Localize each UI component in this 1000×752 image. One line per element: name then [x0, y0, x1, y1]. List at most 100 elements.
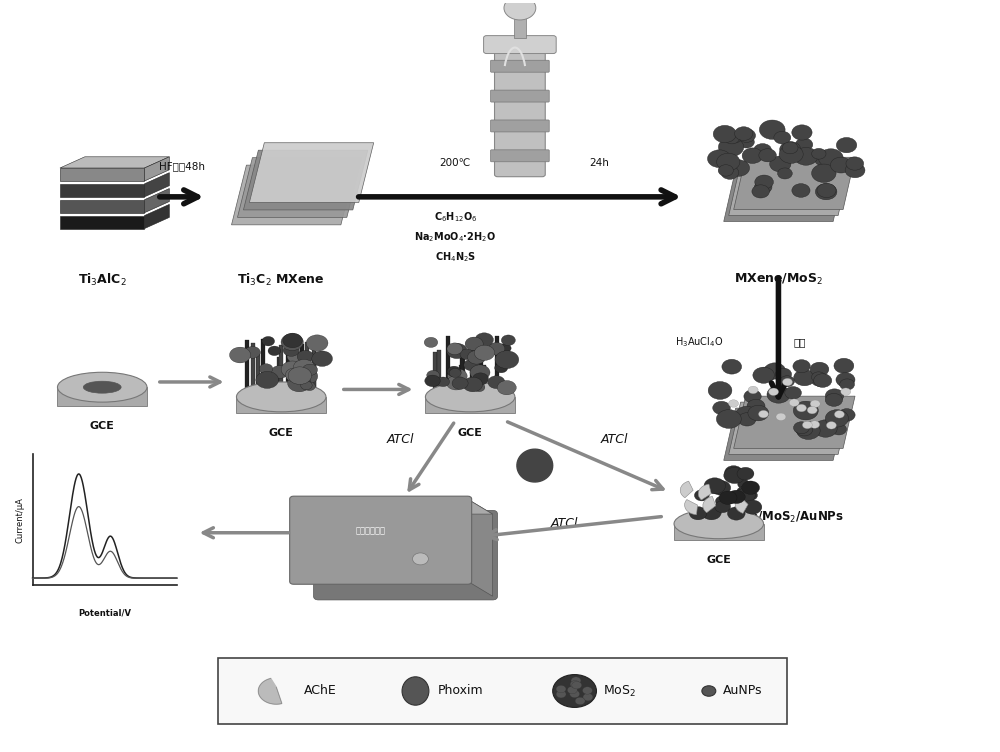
- Circle shape: [452, 378, 468, 390]
- Circle shape: [815, 183, 837, 200]
- Circle shape: [702, 505, 721, 520]
- Circle shape: [427, 371, 440, 380]
- Circle shape: [728, 159, 750, 176]
- Text: GCE: GCE: [90, 421, 115, 431]
- FancyBboxPatch shape: [245, 341, 249, 388]
- Circle shape: [470, 365, 490, 380]
- FancyBboxPatch shape: [482, 365, 486, 388]
- FancyBboxPatch shape: [491, 60, 549, 72]
- FancyBboxPatch shape: [28, 447, 182, 593]
- Polygon shape: [258, 678, 282, 704]
- Text: GCE: GCE: [269, 428, 294, 438]
- Circle shape: [769, 388, 779, 396]
- FancyBboxPatch shape: [495, 45, 545, 177]
- Circle shape: [724, 495, 736, 504]
- Circle shape: [838, 408, 855, 421]
- FancyBboxPatch shape: [459, 365, 463, 388]
- Circle shape: [288, 374, 311, 392]
- Circle shape: [782, 142, 798, 154]
- Circle shape: [449, 368, 461, 378]
- Circle shape: [488, 342, 505, 355]
- FancyBboxPatch shape: [476, 338, 480, 388]
- Circle shape: [754, 144, 772, 157]
- Circle shape: [283, 344, 299, 356]
- Circle shape: [736, 406, 758, 423]
- Circle shape: [812, 164, 836, 183]
- Circle shape: [841, 388, 851, 396]
- Circle shape: [792, 183, 810, 197]
- Circle shape: [465, 337, 483, 350]
- Circle shape: [810, 400, 820, 408]
- Circle shape: [738, 136, 754, 148]
- Circle shape: [719, 491, 737, 505]
- Circle shape: [736, 488, 755, 503]
- Circle shape: [570, 690, 580, 698]
- Circle shape: [778, 168, 792, 179]
- Circle shape: [556, 685, 566, 693]
- Circle shape: [722, 359, 742, 374]
- FancyBboxPatch shape: [484, 35, 556, 53]
- Text: AuNPs: AuNPs: [723, 684, 762, 698]
- Circle shape: [727, 507, 745, 520]
- Ellipse shape: [425, 382, 515, 412]
- Ellipse shape: [674, 509, 764, 538]
- Circle shape: [727, 490, 745, 504]
- Circle shape: [797, 405, 806, 412]
- Polygon shape: [517, 449, 553, 482]
- Circle shape: [312, 351, 332, 366]
- FancyBboxPatch shape: [300, 344, 304, 388]
- Circle shape: [715, 496, 729, 506]
- Polygon shape: [249, 143, 374, 202]
- Circle shape: [735, 127, 753, 141]
- Circle shape: [764, 363, 786, 379]
- Circle shape: [501, 335, 515, 345]
- Circle shape: [475, 333, 493, 347]
- Circle shape: [575, 697, 585, 705]
- Wedge shape: [735, 496, 748, 514]
- Wedge shape: [698, 484, 711, 500]
- Circle shape: [262, 336, 275, 346]
- Circle shape: [304, 382, 315, 390]
- FancyBboxPatch shape: [60, 168, 144, 181]
- Circle shape: [447, 343, 463, 355]
- Circle shape: [302, 364, 318, 375]
- Circle shape: [796, 423, 813, 436]
- Circle shape: [825, 393, 843, 406]
- Circle shape: [447, 343, 467, 359]
- Circle shape: [807, 406, 817, 414]
- Polygon shape: [674, 524, 764, 540]
- FancyBboxPatch shape: [462, 347, 465, 388]
- Circle shape: [464, 359, 479, 371]
- Text: Ti$_3$C$_2$ MXene: Ti$_3$C$_2$ MXene: [237, 271, 325, 287]
- FancyBboxPatch shape: [514, 8, 526, 38]
- Circle shape: [230, 347, 251, 363]
- Circle shape: [567, 687, 577, 694]
- Circle shape: [836, 138, 857, 153]
- Circle shape: [782, 147, 799, 159]
- Circle shape: [782, 378, 792, 386]
- Circle shape: [748, 405, 769, 421]
- Circle shape: [802, 421, 812, 429]
- Circle shape: [287, 350, 303, 362]
- FancyBboxPatch shape: [471, 350, 475, 388]
- Circle shape: [794, 422, 809, 434]
- Circle shape: [724, 467, 745, 484]
- Circle shape: [815, 153, 831, 166]
- Ellipse shape: [57, 372, 147, 402]
- FancyBboxPatch shape: [433, 353, 437, 388]
- Circle shape: [301, 381, 312, 390]
- Circle shape: [780, 376, 795, 387]
- Circle shape: [759, 411, 768, 418]
- Circle shape: [725, 465, 743, 479]
- Circle shape: [285, 368, 304, 382]
- Circle shape: [752, 185, 769, 198]
- Polygon shape: [144, 189, 169, 213]
- Circle shape: [447, 368, 467, 384]
- FancyBboxPatch shape: [277, 357, 281, 388]
- Circle shape: [744, 490, 757, 500]
- Polygon shape: [294, 499, 493, 514]
- Circle shape: [288, 367, 311, 384]
- Circle shape: [774, 132, 791, 144]
- Polygon shape: [734, 157, 855, 210]
- Circle shape: [708, 150, 731, 168]
